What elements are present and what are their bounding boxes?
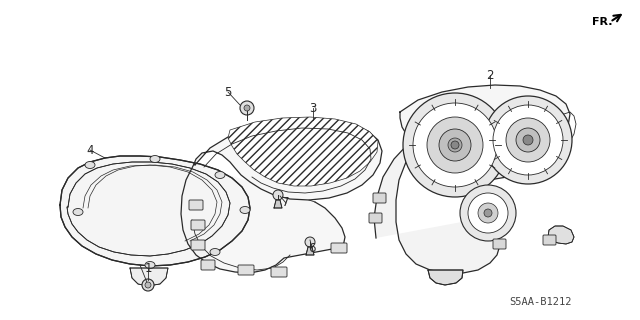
Ellipse shape xyxy=(150,156,160,163)
Circle shape xyxy=(273,190,283,200)
Circle shape xyxy=(427,117,483,173)
Polygon shape xyxy=(548,226,574,244)
Circle shape xyxy=(484,209,492,217)
Text: 4: 4 xyxy=(86,143,93,156)
Polygon shape xyxy=(400,85,570,166)
Text: S5AA-B1212: S5AA-B1212 xyxy=(509,297,572,307)
Text: 7: 7 xyxy=(282,196,290,210)
FancyBboxPatch shape xyxy=(189,200,203,210)
Circle shape xyxy=(305,237,315,247)
Circle shape xyxy=(451,141,459,149)
FancyBboxPatch shape xyxy=(373,193,386,203)
Polygon shape xyxy=(130,268,168,286)
Circle shape xyxy=(244,105,250,111)
Circle shape xyxy=(523,135,533,145)
Ellipse shape xyxy=(215,172,225,179)
Text: 2: 2 xyxy=(486,68,493,82)
Polygon shape xyxy=(428,270,463,285)
FancyBboxPatch shape xyxy=(369,213,382,223)
Circle shape xyxy=(439,129,471,161)
FancyBboxPatch shape xyxy=(191,240,205,250)
FancyBboxPatch shape xyxy=(331,243,347,253)
Ellipse shape xyxy=(85,162,95,169)
Circle shape xyxy=(478,203,498,223)
FancyBboxPatch shape xyxy=(271,267,287,277)
Text: FR.: FR. xyxy=(592,17,612,27)
Circle shape xyxy=(142,279,154,291)
Polygon shape xyxy=(274,200,282,208)
Ellipse shape xyxy=(145,261,155,268)
Polygon shape xyxy=(228,117,378,186)
Ellipse shape xyxy=(240,206,250,213)
Ellipse shape xyxy=(210,249,220,255)
Circle shape xyxy=(145,282,151,288)
Circle shape xyxy=(516,128,540,152)
Circle shape xyxy=(468,193,508,233)
Circle shape xyxy=(506,118,550,162)
Circle shape xyxy=(493,105,563,175)
Polygon shape xyxy=(306,247,314,255)
Text: 6: 6 xyxy=(308,242,316,254)
FancyBboxPatch shape xyxy=(191,220,205,230)
FancyBboxPatch shape xyxy=(543,235,556,245)
Polygon shape xyxy=(181,122,382,273)
Circle shape xyxy=(403,93,507,197)
Text: 5: 5 xyxy=(224,85,232,99)
FancyBboxPatch shape xyxy=(238,265,254,275)
Circle shape xyxy=(240,101,254,115)
Text: 1: 1 xyxy=(144,261,152,275)
Polygon shape xyxy=(374,114,551,273)
Polygon shape xyxy=(60,156,250,266)
Ellipse shape xyxy=(73,209,83,215)
Text: 3: 3 xyxy=(309,101,317,115)
FancyBboxPatch shape xyxy=(493,239,506,249)
Circle shape xyxy=(413,103,497,187)
Circle shape xyxy=(484,96,572,184)
FancyBboxPatch shape xyxy=(201,260,215,270)
Circle shape xyxy=(448,138,462,152)
Circle shape xyxy=(460,185,516,241)
